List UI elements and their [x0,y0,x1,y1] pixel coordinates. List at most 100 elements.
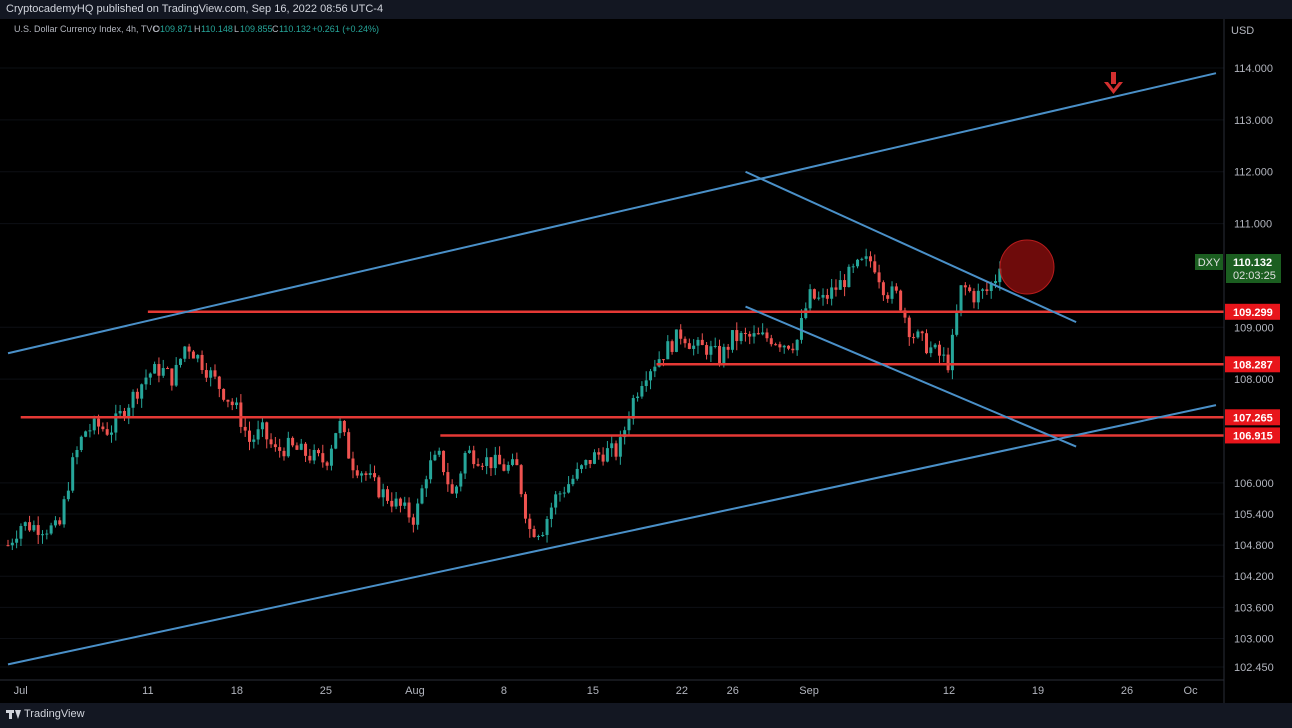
candle-body [312,449,316,461]
candle-body [88,430,92,432]
candle-body [480,465,484,467]
candle-body [748,333,752,337]
candle-body [62,499,66,525]
price-tick-label: 104.800 [1234,540,1274,552]
candle-body [446,472,450,485]
candle-body [592,452,596,464]
level-tag-label: 106.915 [1233,430,1273,442]
candle-body [937,344,941,356]
candle-body [420,488,424,504]
candle-body [429,460,433,480]
level-tag-label: 108.287 [1233,359,1273,371]
candle-body [825,294,829,299]
price-tick-label: 103.600 [1234,602,1274,614]
candle-body [209,370,213,378]
price-chart[interactable]: USD 114.000113.000112.000111.000109.0001… [0,19,1292,703]
trendlines [7,72,1217,666]
candle-body [398,498,402,506]
candle-body [213,370,217,377]
candle-body [989,283,993,292]
candle-body [144,377,148,385]
candle-body [109,432,113,435]
candle-body [191,351,195,359]
candle-body [812,289,816,299]
level-tags: 109.299 108.287 107.265 106.915 [1225,303,1280,444]
time-tick-label: 12 [943,685,955,697]
candle-body [498,454,502,465]
candle-body [860,258,864,260]
candle-body [653,366,657,372]
candle-body [454,486,458,494]
candle-body [674,329,678,352]
countdown-value: 02:03:25 [1233,270,1276,282]
candle-body [886,295,890,299]
footer-bar: TradingView [0,703,1292,728]
candle-body [709,346,713,355]
candle-body [955,313,959,335]
ticker-label: DXY [1198,257,1221,269]
price-tick-label: 109.000 [1234,322,1274,334]
candle-body [571,478,575,485]
candle-body [769,338,773,345]
candle-body [377,477,381,498]
level-tag-box [1225,303,1280,320]
candle-body [347,432,351,459]
candle-body [334,433,338,449]
close-value: 110.132 [279,24,311,34]
time-tick-label: Aug [405,685,425,697]
candle-body [618,437,622,457]
candle-body [614,443,618,457]
candle-body [273,444,277,448]
candle-body [278,447,282,451]
price-tick-label: 106.000 [1234,478,1274,490]
time-tick-label: 8 [501,685,507,697]
candle-body [463,452,467,474]
candle-body [968,287,972,292]
candle-body [459,473,463,487]
candle-body [519,465,523,495]
candle-body [765,332,769,339]
candle-body [972,291,976,303]
candle-body [226,399,230,402]
publisher-text: CryptocademyHQ published on TradingView.… [6,3,384,15]
candle-body [114,413,118,433]
candle-body [183,346,187,359]
candle-body [881,282,885,296]
candle-body [580,465,584,469]
candle-body [683,338,687,344]
candle-body [532,528,536,538]
candle-body [84,431,88,437]
candle-body [791,348,795,351]
candle-body [131,391,135,408]
time-tick-label: Sep [799,685,819,697]
candle-body [830,287,834,299]
candle-body [907,317,911,338]
candle-body [985,289,989,292]
candle-body [541,534,545,537]
candle-body [950,334,954,371]
candle-body [567,484,571,493]
time-tick-label: 18 [231,685,243,697]
price-axis-ticks: 114.000 113.000 112.000 111.000 109.000 108.0… [1234,63,1274,674]
chart-area[interactable]: USD 114.000 113.000 112.000 111.000 109.000 1… [0,19,1292,703]
candle-body [222,388,226,400]
candle-body [79,436,83,450]
candle-body [670,341,674,352]
candle-body [597,452,601,455]
candle-body [787,345,791,349]
candle-body [45,533,49,535]
candle-body [118,410,122,414]
trendline [745,305,1077,448]
high-label: H [194,24,201,34]
candle-body [493,454,497,469]
candle-body [700,339,704,346]
tradingview-logo[interactable]: TradingView [6,708,85,720]
horizontal-levels [20,310,1224,437]
candle-body [170,368,174,386]
candle-body [437,450,441,455]
time-tick-label: 19 [1032,685,1044,697]
candle-body [536,536,540,538]
candle-body [795,339,799,351]
candle-body [920,331,924,334]
candle-body [588,459,592,464]
